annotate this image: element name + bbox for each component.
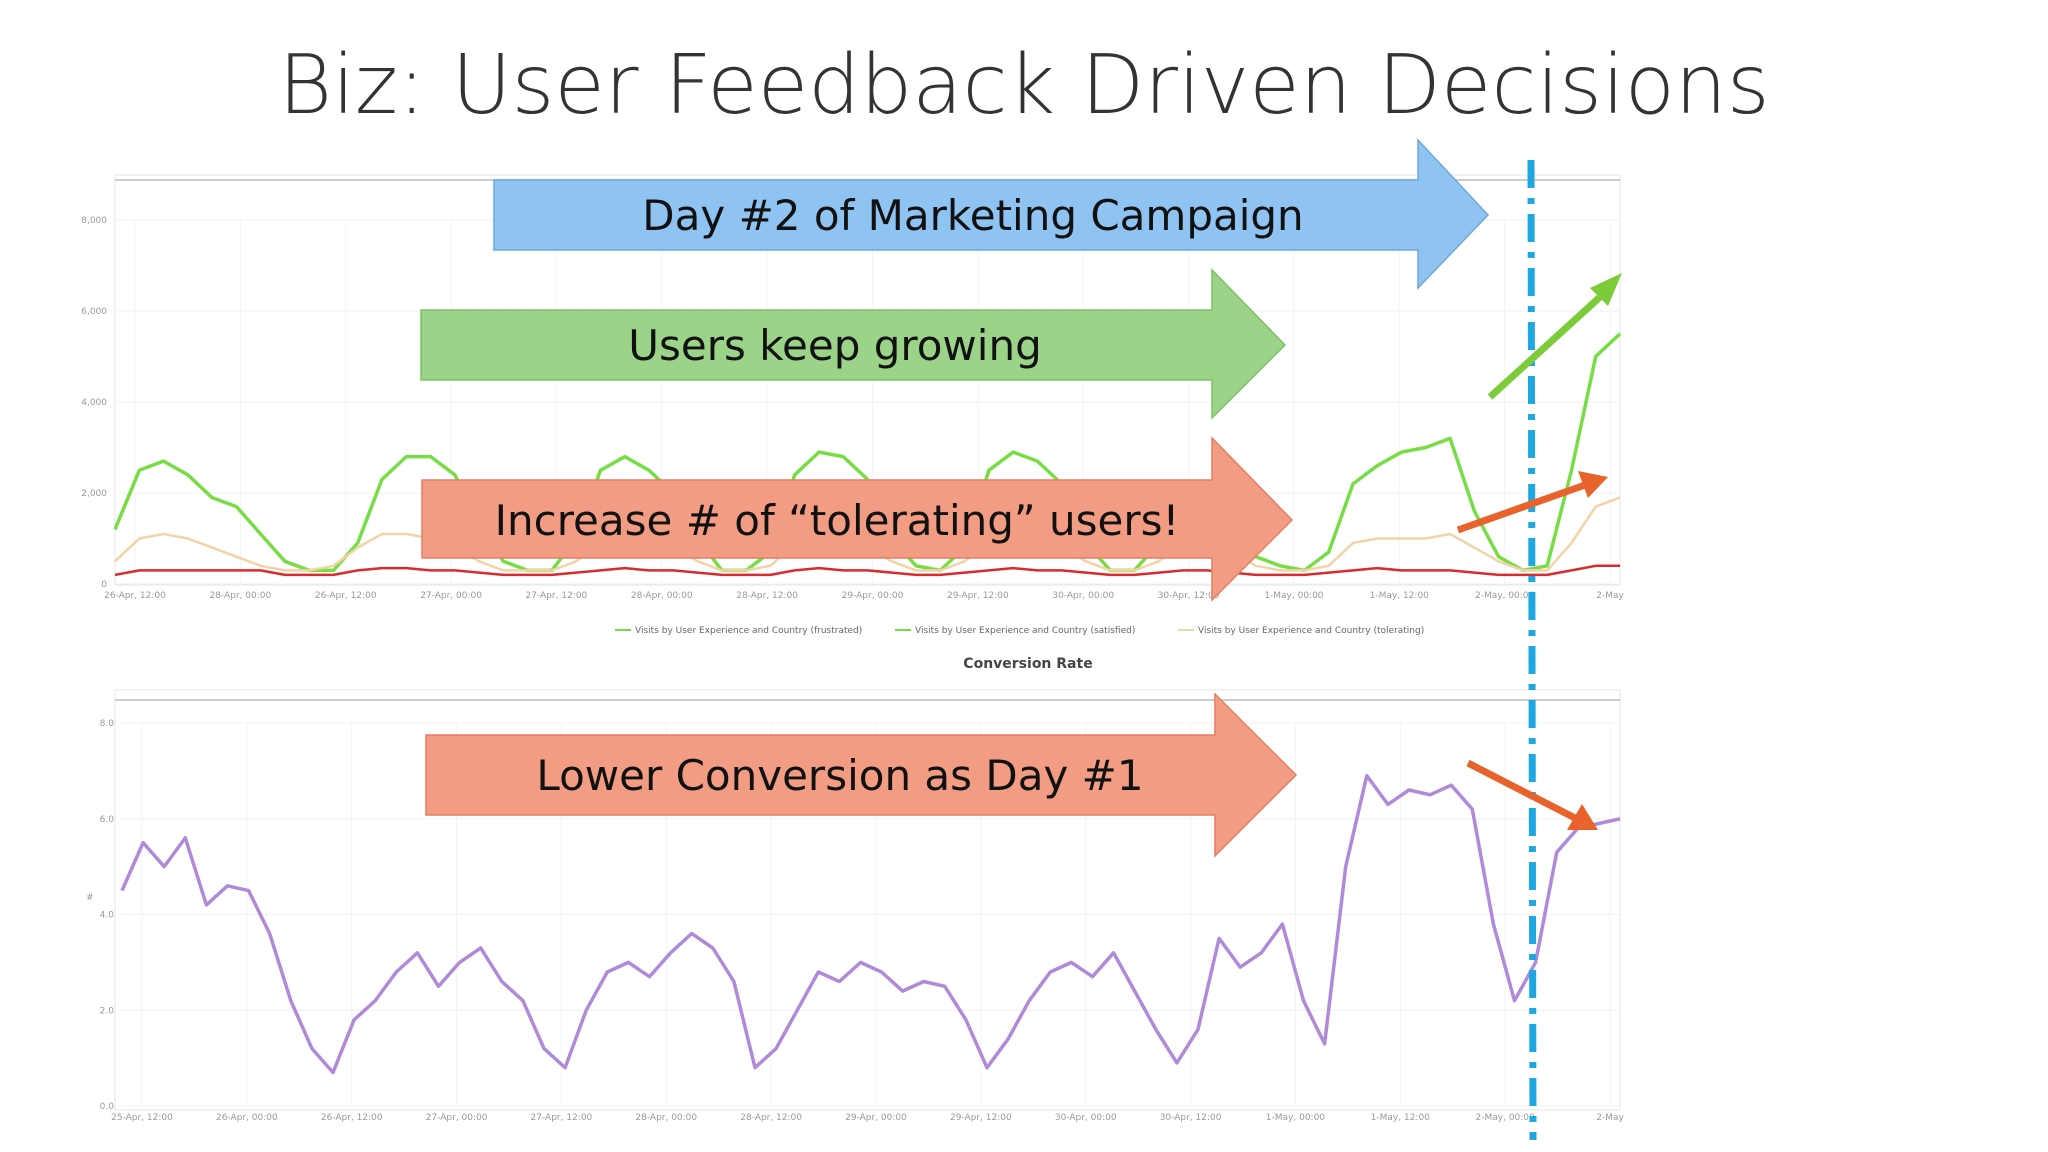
y-tick-label: 6.0 [100,815,115,825]
x-tick-label: 27-Apr, 00:00 [420,591,482,601]
x-tick-label: 30-Apr, 00:00 [1055,1113,1117,1123]
x-tick-label: 25-Apr, 12:00 [111,1113,173,1123]
chart-title-conversion: Conversion Rate [963,656,1092,672]
x-tick-label: 28-Apr, 12:00 [740,1113,802,1123]
x-tick-label: 26-Apr, 00:00 [216,1113,278,1123]
x-tick-label: 30-Apr, 12:00 [1158,591,1220,601]
y-tick-label: 2.0 [100,1006,115,1016]
legend-entry: Visits by User Experience and Country (t… [1198,626,1424,636]
x-tick-label: 2-May, 00:00 [1475,591,1535,601]
x-tick-label: 28-Apr, 12:00 [736,591,798,601]
x-tick-label: 2-May [1596,591,1624,601]
x-tick-label: 1-May, 12:00 [1371,1113,1431,1123]
y-tick-label: 2,000 [81,489,107,499]
callout-tolerating-users: Increase # of “tolerating” users! [421,436,1294,602]
callout-day2-campaign-text: Day #2 of Marketing Campaign [642,191,1303,240]
y-tick-label: 4,000 [81,398,107,408]
series-line [120,773,1621,1075]
x-tick-label: 27-Apr, 00:00 [426,1113,488,1123]
orange-down-arrow [1466,759,1598,830]
x-tick-label: 30-Apr, 12:00 [1160,1113,1222,1123]
callout-lower-conversion-text: Lower Conversion as Day #1 [536,751,1143,800]
x-tick-label: 1-May, 12:00 [1370,591,1430,601]
x-tick-label: 26-Apr, 12:00 [315,591,377,601]
x-tick-label: 29-Apr, 12:00 [950,1113,1012,1123]
x-tick-label: 28-Apr, 00:00 [209,591,271,601]
day2-marker-line [1527,159,1537,1141]
y-tick-label: 4.0 [100,911,115,921]
green-up-arrow [1487,273,1622,400]
legend-entry: Visits by User Experience and Country (f… [635,626,862,636]
slide-title: Biz: User Feedback Driven Decisions [278,38,1770,133]
callout-tolerating-users-text: Increase # of “tolerating” users! [495,496,1180,545]
x-tick-label: 1-May, 00:00 [1264,591,1324,601]
legend-entry: Visits by User Experience and Country (s… [915,626,1135,636]
callout-lower-conversion: Lower Conversion as Day #1 [425,692,1298,858]
x-tick-label: 30-Apr, 00:00 [1052,591,1114,601]
y-tick-label: 0 [101,580,107,590]
x-tick-label: 29-Apr, 12:00 [947,591,1009,601]
y-tick-label: 6,000 [81,307,107,317]
x-tick-label: 26-Apr, 12:00 [104,591,166,601]
x-tick-label: 1-May, 00:00 [1266,1113,1326,1123]
x-tick-label: 26-Apr, 12:00 [321,1113,383,1123]
x-tick-label: 27-Apr, 12:00 [526,591,588,601]
x-tick-label: 2-May [1596,1113,1624,1123]
x-tick-label: 29-Apr, 00:00 [845,1113,907,1123]
x-tick-label: 28-Apr, 00:00 [635,1113,697,1123]
y-tick-label: 8,000 [81,216,107,226]
x-tick-label: 28-Apr, 00:00 [631,591,693,601]
x-tick-label: 27-Apr, 12:00 [531,1113,593,1123]
callout-users-growing: Users keep growing [420,268,1287,420]
callout-day2-campaign: Day #2 of Marketing Campaign [493,138,1490,290]
series-line [114,564,1620,577]
x-tick-label: 29-Apr, 00:00 [842,591,904,601]
x-tick-label: 2-May, 00:00 [1476,1113,1536,1123]
y-tick-label: 0.0 [100,1102,115,1112]
y-axis-label-conversion: # [86,893,94,903]
orange-up-arrow [1456,471,1608,534]
callout-users-growing-text: Users keep growing [628,321,1041,370]
y-tick-label: 8.0 [100,719,115,729]
